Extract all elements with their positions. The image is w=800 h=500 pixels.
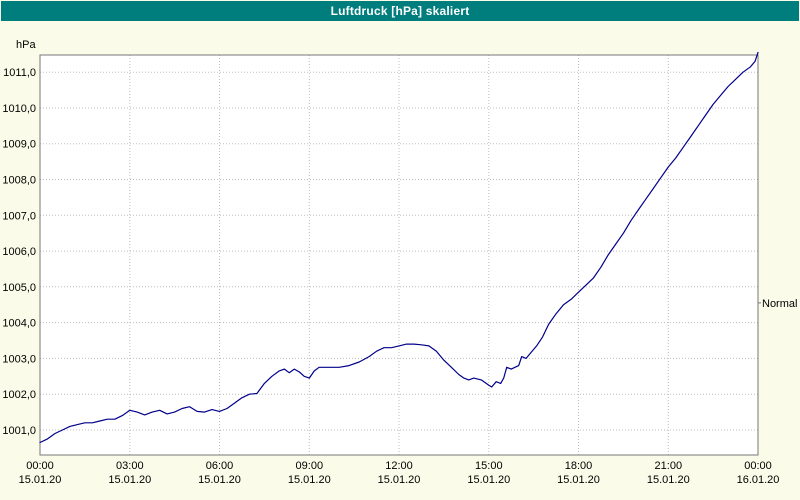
x-tick-time: 00:00 xyxy=(26,460,54,472)
x-tick-date: 15.01.20 xyxy=(647,474,690,486)
y-tick-label: 1003,0 xyxy=(2,353,36,365)
y-tick-label: 1005,0 xyxy=(2,282,36,294)
y-tick-label: 1011,0 xyxy=(3,67,36,79)
y-tick-label: 1010,0 xyxy=(2,103,36,115)
y-axis-unit-label: hPa xyxy=(16,39,36,51)
x-tick-time: 09:00 xyxy=(296,460,324,472)
x-tick-time: 21:00 xyxy=(655,460,683,472)
y-tick-label: 1009,0 xyxy=(2,139,36,151)
x-tick-date: 15.01.20 xyxy=(198,474,241,486)
x-tick-time: 15:00 xyxy=(475,460,503,472)
plot-border xyxy=(39,54,759,456)
y-tick-label: 1007,0 xyxy=(2,210,36,222)
x-tick-time: 06:00 xyxy=(206,460,234,472)
series-line-luftdruck xyxy=(39,51,759,444)
window-title-bar[interactable]: Luftdruck [hPa] skaliert xyxy=(1,1,799,21)
x-tick-date: 15.01.20 xyxy=(467,474,510,486)
y-tick-label: 1002,0 xyxy=(2,389,36,401)
y-tick-label: 1006,0 xyxy=(2,246,36,258)
x-tick-time: 00:00 xyxy=(744,460,772,472)
annotation-label-normal: Normal xyxy=(762,298,797,310)
x-tick-date: 15.01.20 xyxy=(288,474,331,486)
x-tick-time: 18:00 xyxy=(565,460,593,472)
window-title: Luftdruck [hPa] skaliert xyxy=(330,4,470,18)
y-tick-label: 1008,0 xyxy=(2,175,36,187)
x-tick-time: 12:00 xyxy=(385,460,413,472)
x-tick-time: 03:00 xyxy=(116,460,144,472)
x-tick-date: 15.01.20 xyxy=(378,474,421,486)
y-tick-label: 1001,0 xyxy=(2,425,36,437)
x-tick-date: 15.01.20 xyxy=(19,474,62,486)
x-tick-date: 15.01.20 xyxy=(108,474,151,486)
pressure-chart: 1001,0 1002,0 1003,0 1004,0 1005,0 1006,0 1007… xyxy=(2,39,797,486)
y-tick-label: 1004,0 xyxy=(2,318,36,330)
x-tick-date: 15.01.20 xyxy=(557,474,600,486)
x-tick-date: 16.01.20 xyxy=(737,474,780,486)
